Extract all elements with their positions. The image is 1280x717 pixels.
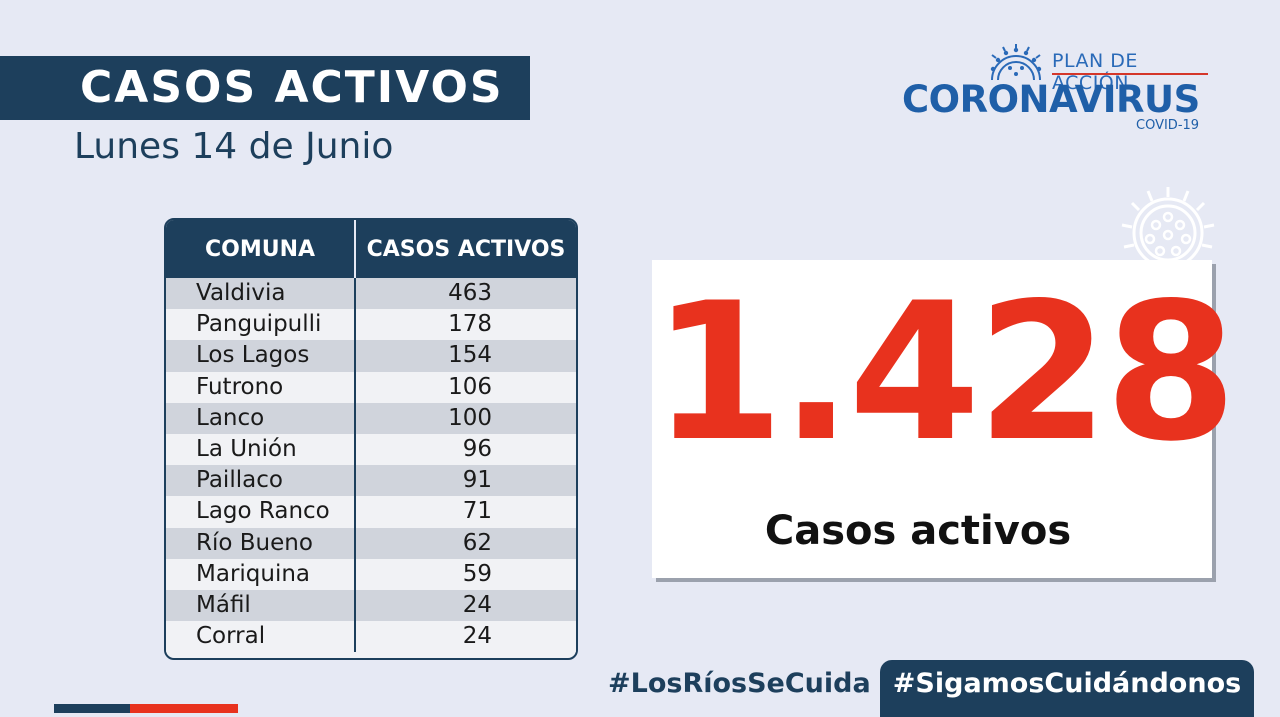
hashtag-banner: #SigamosCuidándonos <box>880 660 1254 717</box>
table-row: Lanco 100 <box>166 402 576 434</box>
coronavirus-logo: PLAN DE ACCIÓN CORONAVIRUS COVID-19 <box>900 40 1220 140</box>
comuna-cell: Máfil <box>166 589 356 622</box>
total-cases-card: 1.428 Casos activos <box>652 260 1237 578</box>
comuna-cell: Mariquina <box>166 558 356 590</box>
total-cases-number: 1.428 <box>652 262 1237 483</box>
date-label: Lunes 14 de Junio <box>74 126 394 167</box>
footer-bar-red <box>130 704 238 713</box>
total-cases-label: Casos activos <box>764 508 1072 554</box>
hashtag-los-rios: #LosRíosSeCuida <box>608 668 871 699</box>
casos-cell: 106 <box>448 373 492 400</box>
table-row: Lago Ranco 71 <box>166 496 576 528</box>
comuna-cell: Futrono <box>166 371 356 403</box>
virus-decoration-icon <box>1121 187 1215 263</box>
column-header-comuna: COMUNA <box>166 220 356 278</box>
comuna-cell: Lago Ranco <box>166 496 356 528</box>
comuna-cell: Panguipulli <box>166 309 356 341</box>
comuna-cell: Los Lagos <box>166 340 356 372</box>
casos-cell: 59 <box>462 560 492 587</box>
comuna-cell: Río Bueno <box>166 527 356 559</box>
logo-underline <box>1052 73 1208 75</box>
comuna-cell: Paillaco <box>166 465 356 497</box>
casos-cell: 463 <box>448 280 492 306</box>
table-row: Corral 24 <box>166 621 576 653</box>
table-row: Máfil 24 <box>166 589 576 622</box>
comuna-cell: Lanco <box>166 402 356 434</box>
page-title: CASOS ACTIVOS <box>80 62 504 113</box>
table-row: Valdivia 463 <box>166 278 576 310</box>
comuna-cell: Valdivia <box>166 278 356 310</box>
cases-table: COMUNA CASOS ACTIVOS Valdivia 463 Panguip… <box>164 218 578 660</box>
footer-bar-navy <box>54 704 130 713</box>
table-body: Valdivia 463 Panguipulli 178 Los Lagos 154 … <box>166 278 576 653</box>
logo-plan-label: PLAN DE ACCIÓN <box>1052 50 1138 94</box>
casos-cell: 91 <box>462 467 492 494</box>
virus-icon <box>990 44 1042 81</box>
table-row: La Unión 96 <box>166 433 576 466</box>
comuna-cell: Corral <box>166 621 356 653</box>
title-band <box>0 56 530 120</box>
table-row: Mariquina 59 <box>166 558 576 590</box>
casos-cell: 178 <box>448 311 492 338</box>
hashtag-sigamos: #SigamosCuidándonos <box>892 668 1242 699</box>
logo-main-label: CORONAVIRUS <box>902 78 1200 121</box>
logo-sub-label: COVID-19 <box>1136 118 1200 133</box>
column-header-casos: CASOS ACTIVOS <box>366 236 566 262</box>
table-row: Futrono 106 <box>166 371 576 403</box>
casos-cell: 154 <box>448 342 492 369</box>
table-row: Paillaco 91 <box>166 465 576 497</box>
table-row: Panguipulli 178 <box>166 309 576 341</box>
casos-cell: 24 <box>462 591 492 618</box>
table-row: Los Lagos 154 <box>166 340 576 372</box>
casos-cell: 24 <box>462 623 492 650</box>
casos-cell: 100 <box>448 404 492 431</box>
table-row: Río Bueno 62 <box>166 527 576 559</box>
table-header: COMUNA CASOS ACTIVOS <box>166 220 576 278</box>
comuna-cell: La Unión <box>166 433 356 466</box>
casos-cell: 96 <box>462 435 492 462</box>
casos-cell: 71 <box>462 498 492 525</box>
casos-cell: 62 <box>462 529 492 556</box>
